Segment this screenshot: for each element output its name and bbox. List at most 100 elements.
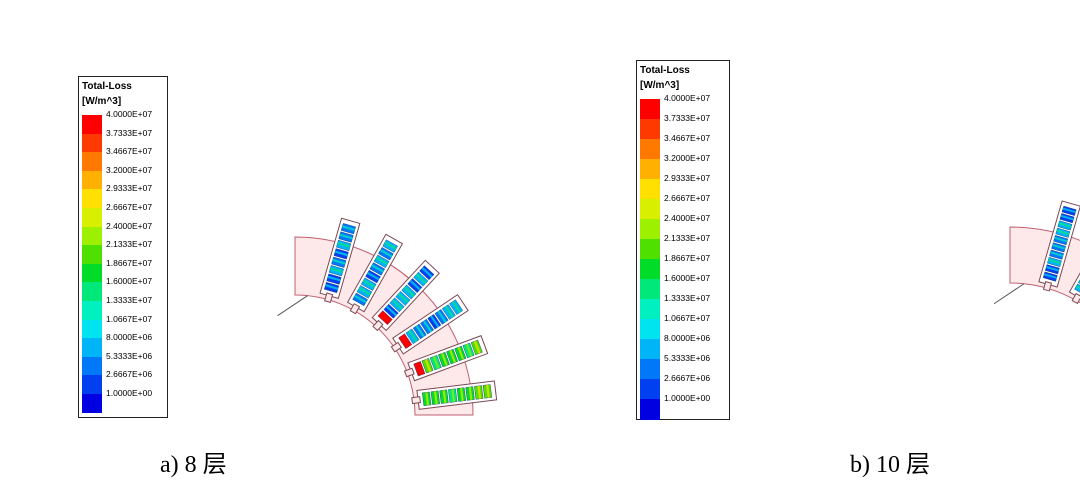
legend-value: 1.6000E+07: [664, 273, 711, 283]
stator-cross-section-b: [993, 200, 1080, 305]
legend-swatch: [82, 319, 102, 339]
legend-swatch: [82, 189, 102, 209]
stator-group: [277, 217, 498, 416]
conductor-hotspot: [433, 391, 438, 405]
conductor-hotspot: [424, 359, 432, 373]
caption-a: a) 8 层: [160, 452, 227, 478]
conductor-hotspot: [327, 275, 341, 282]
stator-cross-section-a: [277, 217, 498, 416]
legend-swatch: [640, 299, 660, 320]
legend-swatch: [82, 394, 102, 414]
conductor-hotspot: [422, 320, 432, 333]
conductor-hotspot: [384, 241, 397, 250]
legend-swatch: [640, 259, 660, 280]
slot-opening: [411, 396, 421, 405]
conductor-hotspot: [437, 310, 447, 323]
stator-slot: [346, 233, 404, 315]
conductor-hotspot: [486, 384, 490, 398]
legend-a: Total-Loss [W/m^3] 4.0000E+07 3.7333E+07 3…: [78, 76, 168, 418]
legend-swatch: [82, 170, 102, 190]
legend-swatch: [82, 208, 102, 228]
slot-opening: [349, 303, 361, 315]
stator-slot: [1038, 200, 1080, 292]
conductor-hotspot: [452, 300, 462, 313]
legend-swatch: [640, 239, 660, 260]
legend-value: 2.4000E+07: [664, 213, 711, 223]
legend-swatch: [82, 133, 102, 153]
legend-value: 2.1333E+07: [106, 239, 153, 250]
conductor-hotspot: [379, 249, 393, 258]
legend-value: 1.6000E+07: [106, 276, 153, 287]
conductor-hotspot: [415, 325, 425, 338]
legend-swatch: [82, 226, 102, 246]
conductor-hotspot: [1052, 244, 1066, 250]
legend-value: 8.0000E+06: [106, 332, 153, 343]
conductor-hotspot: [477, 385, 482, 399]
conductor-hotspot: [460, 387, 464, 402]
conductor-hotspot: [358, 287, 371, 296]
conductor-hotspot: [375, 256, 389, 266]
conductor-hotspot: [425, 392, 430, 406]
legend-swatch: [82, 115, 102, 135]
legend-value: 1.0667E+07: [664, 313, 711, 323]
conductor-hotspot: [451, 388, 456, 403]
legend-swatch: [640, 219, 660, 240]
conductor-hotspot: [1056, 229, 1070, 235]
legend-swatch: [640, 279, 660, 300]
slot-opening: [1071, 292, 1080, 305]
legend-swatch: [82, 263, 102, 283]
stator-slot: [390, 294, 469, 355]
slot-opening: [372, 319, 384, 332]
conductor-hotspot: [416, 362, 424, 376]
conductor-hotspot: [415, 273, 427, 284]
slot-opening: [324, 292, 334, 304]
conductor-hotspot: [449, 349, 456, 363]
legend-swatch: [82, 282, 102, 302]
legend-value: 3.7333E+07: [106, 127, 153, 138]
conductor-hotspot: [329, 267, 344, 274]
conductor-hotspot: [397, 292, 409, 304]
conductor-hotspot: [444, 305, 454, 318]
legend-value: 3.4667E+07: [664, 133, 711, 143]
legend-swatch: [640, 199, 660, 220]
legend-swatch: [82, 152, 102, 172]
stator-slot: [411, 380, 498, 410]
legend-swatch: [82, 301, 102, 321]
legend-title: Total-Loss: [82, 81, 132, 92]
conductor-hotspot: [367, 271, 380, 281]
legend-value: 1.3333E+07: [664, 293, 711, 303]
conductor-hotspot: [325, 284, 339, 290]
legend-value: 1.0000E+00: [106, 388, 153, 398]
conductor-hotspot: [1075, 285, 1080, 294]
conductor-hotspot: [385, 305, 397, 317]
legend-swatch: [640, 159, 660, 180]
conductor-hotspot: [465, 343, 473, 357]
conductor-hotspot: [468, 386, 473, 401]
conductor-hotspot: [342, 225, 356, 231]
conductor-hotspot: [409, 279, 421, 291]
caption-b: b) 10 层: [850, 452, 930, 478]
stator-group: [993, 200, 1080, 305]
legend-swatch: [640, 319, 660, 340]
legend-swatch: [82, 245, 102, 265]
legend-swatch: [640, 339, 660, 360]
conductor-hotspot: [430, 315, 440, 328]
legend-value: 5.3333E+06: [106, 350, 153, 361]
legend-value: 1.8667E+07: [106, 257, 153, 268]
conductor-hotspot: [473, 340, 481, 354]
slot-opening: [403, 367, 415, 378]
conductor-hotspot: [1048, 258, 1062, 265]
conductor-hotspot: [391, 299, 403, 310]
legend-value: 1.0000E+00: [664, 393, 711, 403]
conductor-hotspot: [1060, 214, 1074, 221]
slot-opening: [390, 341, 403, 353]
conductor-hotspot: [362, 279, 376, 288]
conductor-hotspot: [432, 356, 440, 369]
panel-a: Total-Loss [W/m^3] 4.0000E+07 3.7333E+07 3…: [78, 76, 498, 478]
conductor-hotspot: [1050, 251, 1064, 257]
conductor-hotspot: [1043, 273, 1057, 279]
legend-value: 2.6667E+07: [664, 193, 711, 203]
conductor-hotspot: [371, 264, 384, 273]
conductor-hotspot: [1058, 222, 1072, 228]
stator-slot: [319, 217, 361, 304]
